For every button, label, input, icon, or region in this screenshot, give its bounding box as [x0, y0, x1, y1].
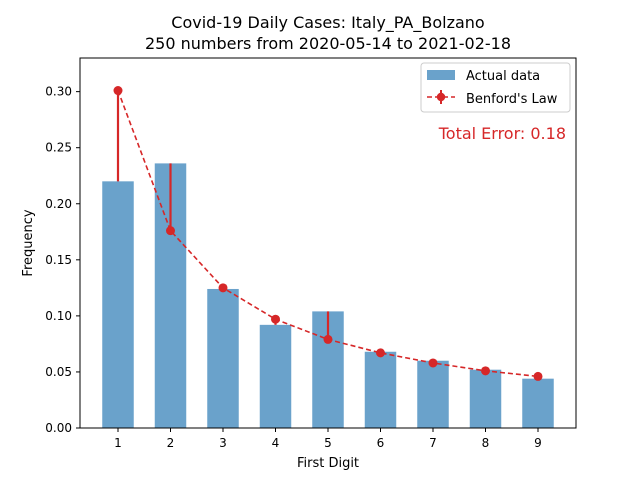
bar-digit-3 [207, 288, 239, 428]
benford-point-digit-3 [218, 283, 228, 293]
bar-digit-7 [417, 360, 449, 428]
chart-title-line1: Covid-19 Daily Cases: Italy_PA_Bolzano [171, 13, 484, 33]
bar-digit-8 [469, 369, 502, 428]
benford-point-digit-1 [113, 86, 123, 96]
x-tick-label-6: 6 [377, 436, 385, 450]
legend-label-actual: Actual data [466, 69, 540, 84]
axes: 0.00 0.05 0.10 0.15 0.20 0.25 0.30 1 2 3 4 5 6 7 8 9 [45, 57, 577, 450]
x-tick-label-3: 3 [219, 436, 227, 450]
y-axis-label: Frequency [21, 209, 36, 276]
bar-digit-4 [259, 324, 292, 428]
benford-point-digit-4 [271, 314, 280, 324]
benford-series [113, 86, 543, 381]
benford-point-digit-2 [166, 226, 175, 236]
y-tick-label-0.05: 0.05 [45, 365, 72, 379]
bar-digit-6 [364, 351, 397, 428]
benford-point-digit-7 [428, 358, 438, 368]
x-tick-label-2: 2 [167, 436, 175, 450]
y-tick-label-0.20: 0.20 [45, 197, 72, 211]
benford-point-digit-6 [376, 348, 385, 358]
x-tick-label-7: 7 [429, 436, 437, 450]
x-tick-label-5: 5 [324, 436, 332, 450]
legend-frame [420, 62, 571, 113]
legend-label-benford: Benford's Law [466, 92, 558, 107]
x-tick-label-1: 1 [114, 436, 122, 450]
chart-title-line2: 250 numbers from 2020-05-14 to 2021-02-1… [145, 34, 511, 53]
x-tick-label-9: 9 [534, 436, 542, 450]
benford-point-digit-5 [323, 334, 333, 344]
y-tick-label-0.25: 0.25 [45, 141, 72, 155]
total-error-annotation: Total Error: 0.18 [438, 124, 566, 143]
bar-series [102, 163, 554, 429]
legend-swatch-benford-marker [436, 92, 446, 102]
legend-swatch-actual [427, 70, 455, 80]
bar-digit-1 [102, 181, 134, 428]
benford-point-digit-8 [481, 366, 490, 376]
legend: Actual data Benford's Law [420, 62, 571, 113]
y-tick-label-0.30: 0.30 [45, 85, 72, 99]
bar-digit-9 [522, 378, 554, 428]
y-tick-label-0.10: 0.10 [45, 309, 72, 323]
y-tick-label-0.15: 0.15 [45, 253, 72, 267]
benford-point-digit-9 [533, 371, 543, 381]
x-tick-label-8: 8 [482, 436, 490, 450]
x-axis-label: First Digit [297, 456, 359, 471]
y-tick-label-0.00: 0.00 [45, 421, 72, 435]
x-tick-label-4: 4 [272, 436, 280, 450]
